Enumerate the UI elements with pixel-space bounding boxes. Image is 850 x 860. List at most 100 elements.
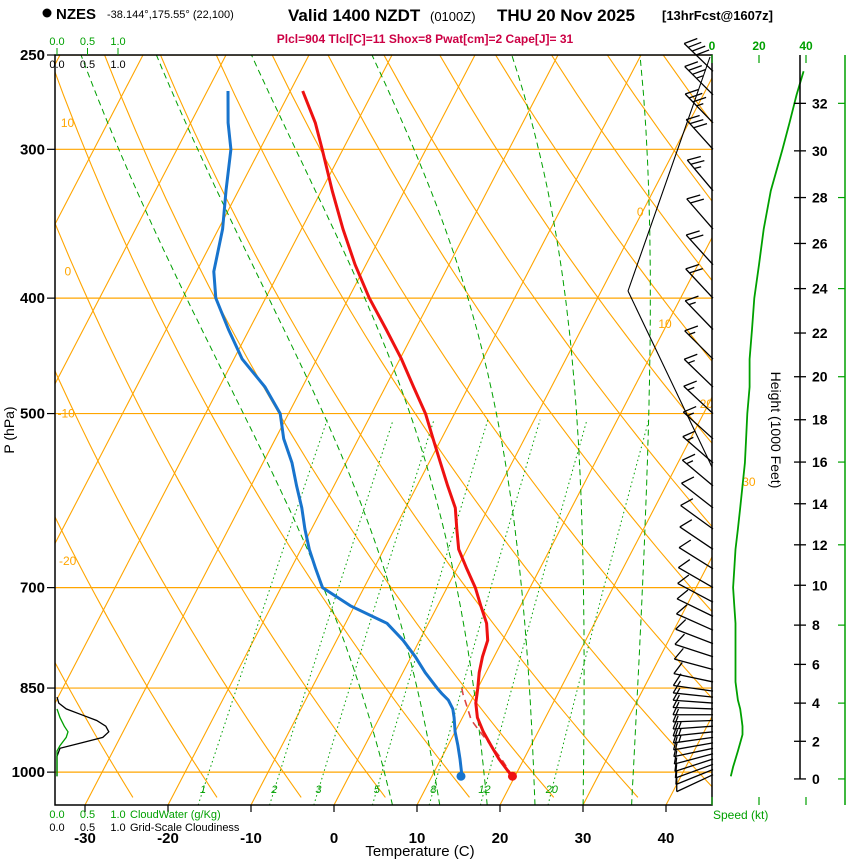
speed-tick-label: 40 [799,39,813,53]
height-tick-label: 4 [812,695,820,711]
speed-tick-label: 0 [709,39,716,53]
isotherm-label: 20 [700,397,714,411]
grid-scale-cloudiness-profile [56,696,110,777]
dry-adiabat-line [55,70,470,798]
dry-adiabat-label: 0 [64,265,71,279]
mixing-ratio-line [313,419,435,805]
isotherm-line [499,396,712,805]
dry-adiabat-label: -10 [57,407,75,421]
dry-adiabat-line [55,221,386,798]
wind-barb [684,295,714,330]
height-tick-label: 32 [812,95,828,111]
mixing-ratio-label: 1 [200,784,206,796]
cloudwater-scale-title: CloudWater (g/Kg) [130,809,221,821]
moist-adiabat-line [631,55,651,805]
height-tick-label: 14 [812,496,828,512]
wind-barb [683,353,714,388]
pressure-axis-title: P (hPa) [1,406,17,453]
wind-barb [686,155,714,192]
wind-barb [678,539,714,570]
wind-barb [672,694,714,710]
station-bullet-icon [42,8,52,18]
height-tick-label: 20 [812,369,828,385]
dry-adiabat-line [439,55,712,445]
moist-adiabat-line [155,55,441,805]
wind-barb [677,559,714,589]
mixing-ratio-label: 2 [270,784,277,796]
isotherm-line [55,55,310,545]
wind-barb [673,647,714,671]
dewpoint-curve [212,90,463,777]
wind-barb [672,687,714,704]
dry-adiabat-line [55,369,302,798]
height-tick-label: 26 [812,235,828,251]
height-axis-title: Height (1000 Feet) [768,372,784,489]
skewt-grid [55,55,712,805]
speed-profile-line [729,71,805,777]
height-tick-label: 22 [812,325,828,341]
cloudiness-scale-top-label: 1.0 [110,59,125,71]
cloudwater-scale-top-label: 0.5 [80,36,95,48]
wind-barb [683,37,714,72]
wind-barb [679,519,714,550]
wind-barbs-column [672,37,714,793]
temperature-tick-label: -20 [157,830,179,847]
wind-barb [676,589,714,617]
forecast-hour: [13hrFcst@1607z] [662,8,773,23]
moist-adiabat-line [80,55,393,805]
isotherm-line [333,76,712,805]
height-tick-label: 16 [812,454,828,470]
height-tick-label: 28 [812,190,828,206]
temperature-tick-label: 40 [658,830,675,847]
dry-adiabat-line [55,515,218,798]
cloudiness-scale-top-label: 0.0 [49,59,64,71]
height-tick-label: 2 [812,733,820,749]
moist-adiabat-line [251,55,488,805]
speed-axis-title: Speed (kt) [713,808,768,822]
station-name: NZES [56,6,96,23]
isotherm-label: 30 [742,475,756,489]
temperature-tick-label: 30 [575,830,592,847]
pressure-tick-label: 700 [20,580,45,597]
wind-speed-profile [729,71,805,777]
chart-titles: NZES -38.144°,175.55° (22,100) Valid 140… [42,6,773,46]
pressure-tick-label: 300 [20,141,45,158]
valid-time: Valid 1400 NZDT [288,6,421,25]
wind-barb [683,380,714,415]
dry-adiabat-line [271,55,712,700]
cloudwater-scale-bottom-label: 0.5 [80,809,95,821]
isotherm-line [416,236,712,805]
boundary-diagonal-lower [627,290,713,468]
isotherm-line [55,55,393,705]
pressure-tick-label: 850 [20,680,45,697]
mixing-ratio-label: 12 [478,784,490,796]
temperature-axis-title: Temperature (C) [365,843,474,860]
pressure-tick-label: 250 [20,47,45,64]
wind-barb [676,604,714,631]
dry-adiabat-line [215,55,712,788]
isotherm-line [55,55,144,226]
mixing-ratio-label: 5 [374,784,381,796]
wind-barb [673,750,714,765]
height-tick-label: 8 [812,617,820,633]
valid-zulu: (0100Z) [430,9,476,24]
cloudiness-scale-bottom-label: 0.0 [49,822,64,834]
cloudwater-profile [56,708,69,777]
height-tick-label: 6 [812,656,820,672]
height-tick-label: 12 [812,537,828,553]
mixing-ratio-label: 8 [430,784,437,796]
mixing-ratio-label: 3 [315,784,322,796]
cloudwater-scale-bottom-label: 1.0 [110,809,125,821]
wind-barb [673,662,714,683]
isotherm-line [84,55,476,805]
sounding-profiles [212,90,517,781]
stability-indices: Plcl=904 Tlcl[C]=11 Shox=8 Pwat[cm]=2 Ca… [277,32,574,46]
temperature-tick-label: 0 [330,830,338,847]
isotherm-label: 0 [637,205,644,219]
moist-adiabat-line [371,55,536,805]
wind-barb [672,673,714,692]
dry-adiabat-line [104,55,555,798]
surface-temperature-dot [507,771,517,781]
